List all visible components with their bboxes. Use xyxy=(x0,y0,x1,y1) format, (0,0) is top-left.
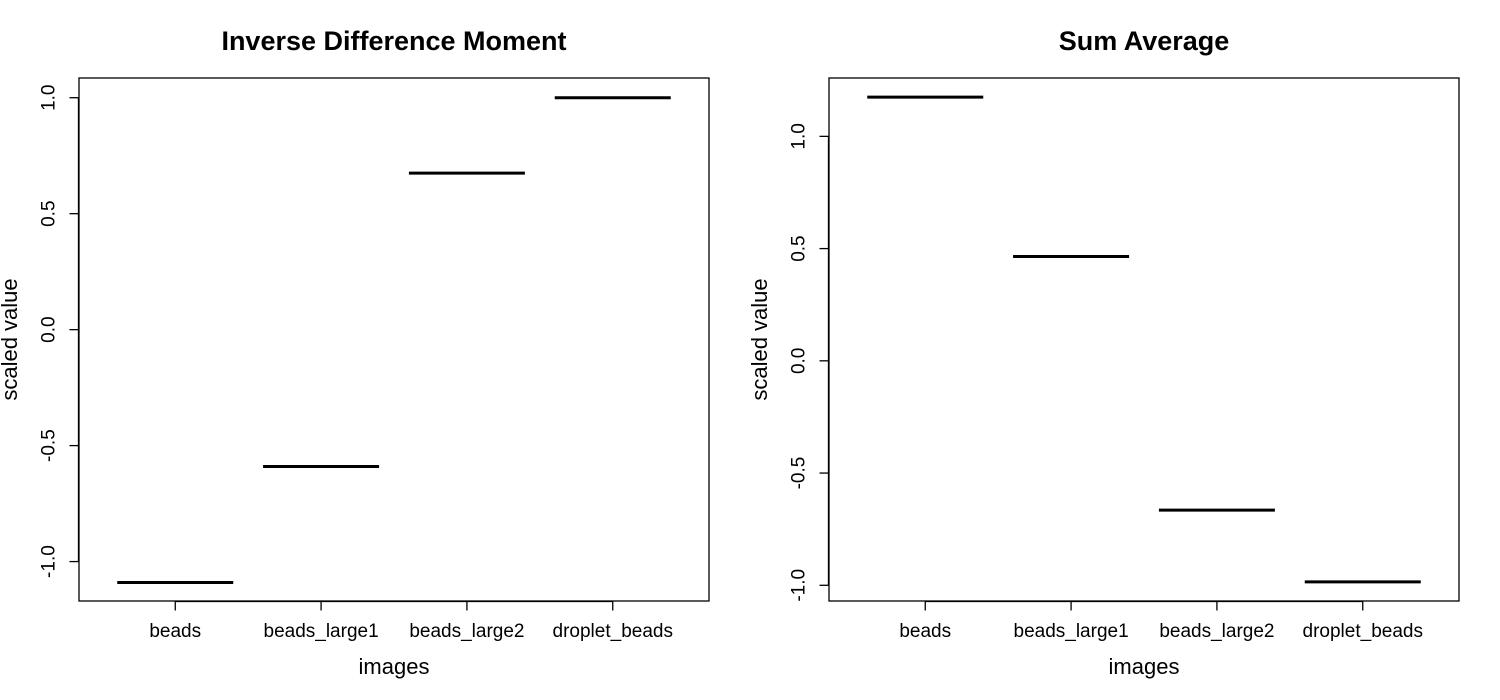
x-tick-label: beads_large1 xyxy=(1014,621,1129,642)
x-tick-label: droplet_beads xyxy=(553,621,673,642)
plot-frame xyxy=(78,77,710,602)
chart-title: Sum Average xyxy=(1059,26,1230,56)
x-tick-label: beads_large1 xyxy=(264,621,379,642)
data-marks xyxy=(867,95,1421,584)
y-tick-label: 0.5 xyxy=(39,200,60,226)
y-axis-label: scaled value xyxy=(747,278,772,400)
panel-inverse-difference-moment: Inverse Difference Moment -1.0 -0.5 0.0 0.5… xyxy=(0,26,710,679)
x-tick-label: droplet_beads xyxy=(1303,621,1423,642)
x-tick-label: beads xyxy=(149,621,201,642)
y-tick-label: 0.0 xyxy=(789,348,810,374)
x-axis-label: images xyxy=(359,654,430,679)
x-axis-label: images xyxy=(1109,654,1180,679)
x-tick-label: beads xyxy=(899,621,951,642)
y-axis-label: scaled value xyxy=(0,278,22,400)
y-tick-label: -0.5 xyxy=(39,429,60,462)
chart-title: Inverse Difference Moment xyxy=(221,26,566,56)
x-tick-label: beads_large2 xyxy=(1159,621,1274,642)
y-tick-label: 0.0 xyxy=(39,316,60,342)
y-tick-label: 1.0 xyxy=(39,85,60,111)
y-tick-label: 0.5 xyxy=(789,235,810,261)
x-axis: beads beads_large1 beads_large2 droplet_bea… xyxy=(149,600,673,642)
y-axis: -1.0 -0.5 0.0 0.5 1.0 xyxy=(39,85,80,578)
panel-sum-average: Sum Average -1.0-0.50.00.51.0 beads beads… xyxy=(747,26,1460,679)
y-tick-label: -1.0 xyxy=(39,545,60,578)
x-axis: beads beads_large1 beads_large2 droplet_bea… xyxy=(899,600,1423,642)
y-axis: -1.0 -0.5 0.0 0.5 1.0 xyxy=(789,123,830,602)
y-tick-label: -0.5 xyxy=(789,457,810,490)
x-tick-label: beads_large2 xyxy=(409,621,524,642)
data-marks xyxy=(117,96,671,584)
y-tick-label: 1.0 xyxy=(789,123,810,149)
y-tick-label: -1.0 xyxy=(789,569,810,602)
plot-frame xyxy=(828,77,1460,602)
